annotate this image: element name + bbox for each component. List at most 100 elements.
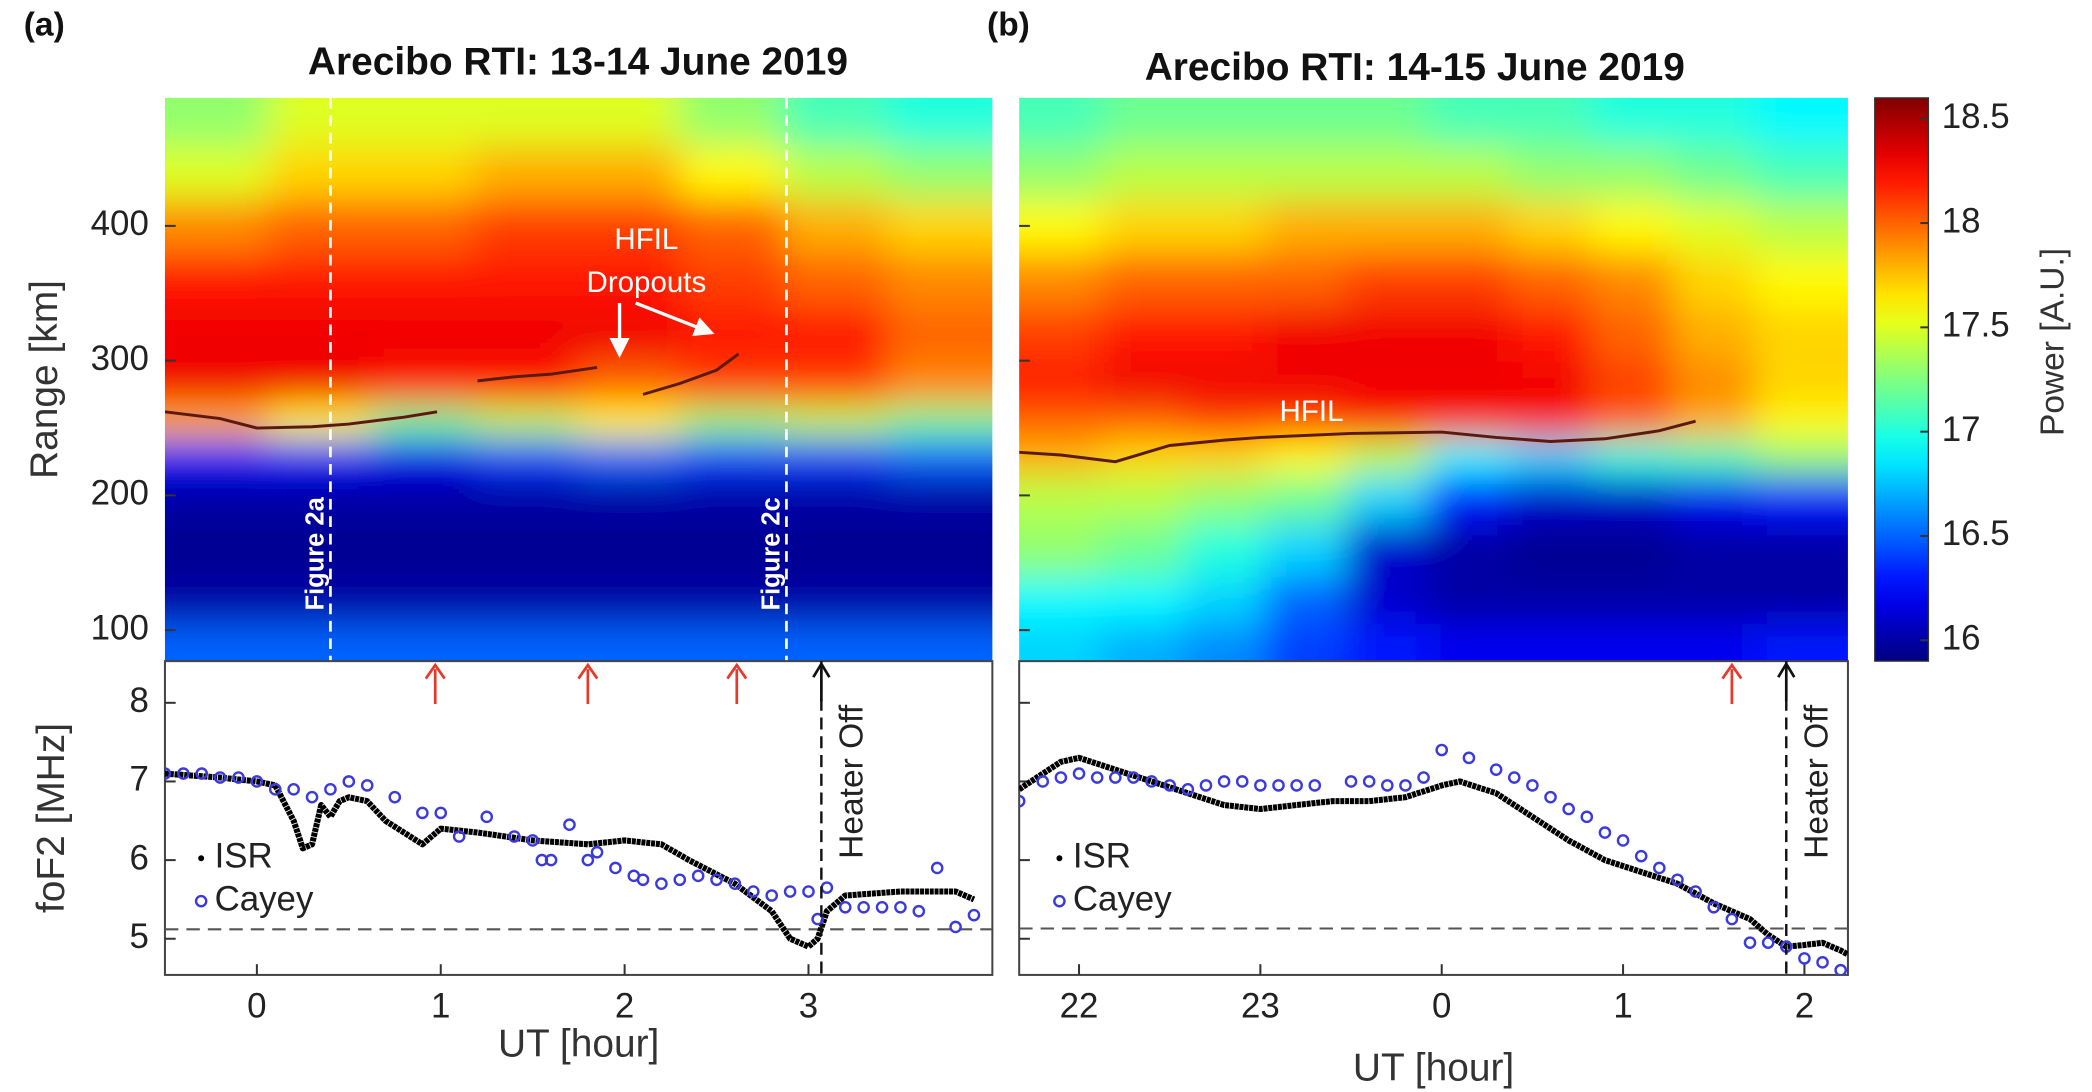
cayey-point: [1743, 936, 1757, 949]
heatmap-cell: [1672, 306, 1756, 362]
heatmap-cell: [1019, 145, 1103, 200]
heatmap-cell: [1754, 306, 1848, 362]
cayey-point: [1344, 775, 1358, 788]
event-arrowhead: [577, 662, 599, 680]
heatmap-cell: [1672, 404, 1756, 439]
heatmap-cell: [576, 198, 681, 254]
heatmap-cell: [679, 252, 784, 308]
heatmap-cell: [1019, 360, 1103, 406]
heatmap-cell: [887, 360, 993, 406]
heatmap-cell: [1019, 404, 1103, 439]
cayey-point: [581, 853, 595, 867]
heatmap-cell: [1019, 522, 1103, 577]
isr-line: [1019, 754, 1848, 958]
heatmap-cell: [1346, 360, 1429, 406]
x-axis-label: UT [hour]: [498, 1022, 659, 1065]
y-tick-label: 400: [91, 204, 149, 243]
heatmap-cell: [1101, 623, 1184, 662]
cayey-point: [287, 783, 300, 796]
cayey-point: [1108, 771, 1122, 784]
x-tick-label: 2: [615, 987, 634, 1026]
cayey-point: [655, 877, 668, 890]
heatmap-cell: [1428, 198, 1511, 254]
heatmap-cell: [1754, 252, 1848, 308]
cayey-point: [930, 861, 944, 875]
heatmap-cells: [164, 97, 993, 662]
cayey-point: [1019, 794, 1026, 808]
cayey-point: [1290, 779, 1303, 792]
heatmap-cell: [1183, 404, 1266, 439]
heatmap-cell: [1264, 198, 1348, 254]
heatmap-cell: [164, 360, 269, 406]
heatmap-cell: [1264, 97, 1348, 146]
heatmap-cell: [1183, 360, 1266, 406]
heatmap-cell: [1428, 360, 1511, 406]
cayey-point: [912, 904, 926, 918]
heatmap-cell: [267, 198, 372, 254]
heatmap-cell: [164, 97, 269, 146]
legend-label: ISR: [215, 836, 273, 875]
cayey-point: [747, 885, 760, 898]
heatmap-cell: [887, 198, 993, 254]
heatmap-cell: [782, 522, 889, 577]
heatmap-cell: [1754, 198, 1848, 254]
plot-area: [1019, 743, 1848, 975]
heatmap: [1019, 97, 1848, 662]
x-axis-label: UT [hour]: [1353, 1046, 1514, 1089]
heatmap-cell: [1101, 522, 1184, 577]
cayey-point: [875, 900, 889, 914]
heatmap-cell: [576, 438, 681, 476]
heatmap-cell: [1264, 306, 1348, 362]
heatmap-cell: [1346, 252, 1429, 308]
y-tick-label: 8: [129, 681, 148, 720]
heatmap-cell: [164, 576, 269, 625]
heatmap-cell: [267, 404, 372, 439]
cayey-point: [268, 783, 282, 796]
x-tick-label: 23: [1241, 987, 1280, 1026]
heatmap-cell: [1509, 198, 1592, 254]
heatmap-cell: [576, 522, 681, 577]
heatmap: [164, 97, 993, 662]
cayey-point: [416, 806, 429, 820]
legend-symbol: [198, 855, 205, 862]
heatmap-cell: [1754, 438, 1848, 476]
cayey-point: [1235, 775, 1249, 788]
heatmap-cell: [1509, 97, 1592, 146]
y-tick-label: 6: [129, 838, 148, 877]
heatmap-cell: [576, 404, 681, 439]
heatmap-cell: [887, 438, 993, 476]
hfil-trace: [164, 352, 740, 430]
heatmap-cell: [1754, 475, 1848, 524]
heatmap-cell: [370, 576, 475, 625]
heatmap-cell: [1183, 522, 1266, 577]
heatmap-cell: [267, 475, 372, 524]
annotation: HFIL: [1280, 395, 1344, 428]
heatmap-cell: [679, 522, 784, 577]
cayey-point: [544, 853, 558, 867]
heatmap-cell: [1264, 475, 1348, 524]
heatmap-cell: [370, 475, 475, 524]
heatmap-cell: [267, 145, 372, 200]
cayey-point: [1145, 775, 1158, 788]
cayey-point: [802, 885, 815, 898]
heatmap-cell: [473, 522, 578, 577]
cayey-point: [1653, 861, 1666, 875]
heatmap-cells: [1019, 97, 1848, 662]
heatmap-cell: [1591, 623, 1674, 662]
cayey-point: [765, 889, 779, 902]
cayey-point: [1689, 885, 1702, 898]
annotation: HFIL: [614, 223, 678, 256]
heatmap-cell: [164, 475, 269, 524]
heatmap-cell: [1591, 438, 1674, 476]
heatmap-cell: [267, 252, 372, 308]
heatmap-cell: [267, 97, 372, 146]
heatmap-cell: [1672, 198, 1756, 254]
cayey-point: [434, 806, 448, 820]
heatmap-cell: [576, 576, 681, 625]
heatmap-cell: [267, 576, 372, 625]
colorbar-tick-label: 18.5: [1942, 97, 2010, 136]
heatmap-cell: [1346, 576, 1429, 625]
chart-title: Arecibo RTI: 14-15 June 2019: [1145, 46, 1685, 89]
heatmap-cell: [887, 623, 993, 662]
cayey-point: [1507, 771, 1521, 784]
